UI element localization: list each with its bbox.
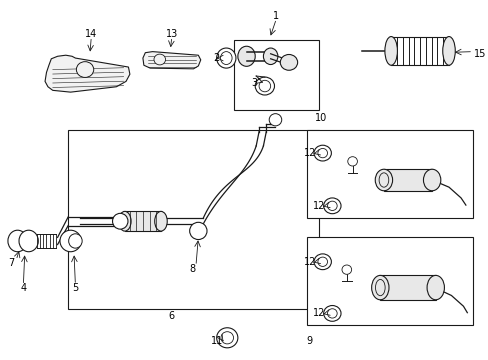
Text: 4: 4 [20, 283, 26, 293]
Bar [234, 40, 318, 110]
Ellipse shape [313, 145, 331, 161]
Polygon shape [142, 51, 201, 69]
Ellipse shape [374, 169, 392, 191]
Bar [124, 211, 161, 231]
Text: 1: 1 [273, 11, 279, 21]
Text: 14: 14 [85, 29, 97, 39]
Text: 10: 10 [314, 113, 327, 123]
Bar [68, 130, 318, 309]
Ellipse shape [216, 48, 235, 68]
Ellipse shape [327, 201, 337, 211]
Ellipse shape [313, 254, 331, 270]
Ellipse shape [8, 230, 27, 252]
Ellipse shape [154, 211, 167, 231]
Ellipse shape [216, 328, 237, 348]
Ellipse shape [259, 80, 270, 92]
Ellipse shape [426, 275, 444, 300]
Ellipse shape [255, 77, 274, 95]
Text: 2: 2 [213, 53, 219, 63]
Text: 12: 12 [312, 201, 325, 211]
Ellipse shape [423, 169, 440, 191]
Ellipse shape [347, 157, 357, 166]
Ellipse shape [442, 37, 454, 65]
Ellipse shape [317, 257, 327, 266]
Ellipse shape [269, 114, 281, 126]
Text: 12: 12 [303, 257, 315, 267]
Text: 7: 7 [8, 258, 14, 268]
Ellipse shape [317, 148, 327, 158]
Ellipse shape [112, 213, 128, 229]
Ellipse shape [371, 275, 388, 300]
Ellipse shape [19, 230, 38, 252]
Text: 12: 12 [303, 148, 315, 158]
Bar [380, 275, 435, 300]
Ellipse shape [68, 234, 82, 248]
Text: 5: 5 [72, 283, 79, 293]
Ellipse shape [237, 46, 255, 66]
Ellipse shape [375, 279, 385, 296]
Text: 3: 3 [251, 78, 257, 88]
Ellipse shape [384, 37, 397, 65]
Text: 11: 11 [210, 336, 223, 346]
Ellipse shape [118, 211, 131, 231]
Ellipse shape [154, 54, 165, 65]
Ellipse shape [280, 54, 297, 70]
Ellipse shape [263, 48, 277, 64]
Ellipse shape [76, 62, 94, 77]
Ellipse shape [341, 265, 351, 274]
Text: 13: 13 [165, 29, 178, 39]
Ellipse shape [378, 173, 388, 187]
Text: 9: 9 [305, 336, 312, 346]
Text: 12: 12 [312, 309, 325, 318]
Bar [383, 169, 431, 191]
Text: 6: 6 [168, 311, 175, 320]
Ellipse shape [189, 222, 206, 239]
Ellipse shape [221, 332, 233, 344]
Bar [306, 130, 472, 218]
Ellipse shape [323, 198, 340, 214]
Text: 8: 8 [189, 264, 195, 274]
Polygon shape [45, 55, 130, 92]
Bar [306, 237, 472, 325]
Ellipse shape [60, 230, 81, 252]
Ellipse shape [327, 309, 337, 318]
Text: 15: 15 [473, 49, 486, 59]
Ellipse shape [323, 306, 340, 321]
Ellipse shape [220, 51, 232, 64]
